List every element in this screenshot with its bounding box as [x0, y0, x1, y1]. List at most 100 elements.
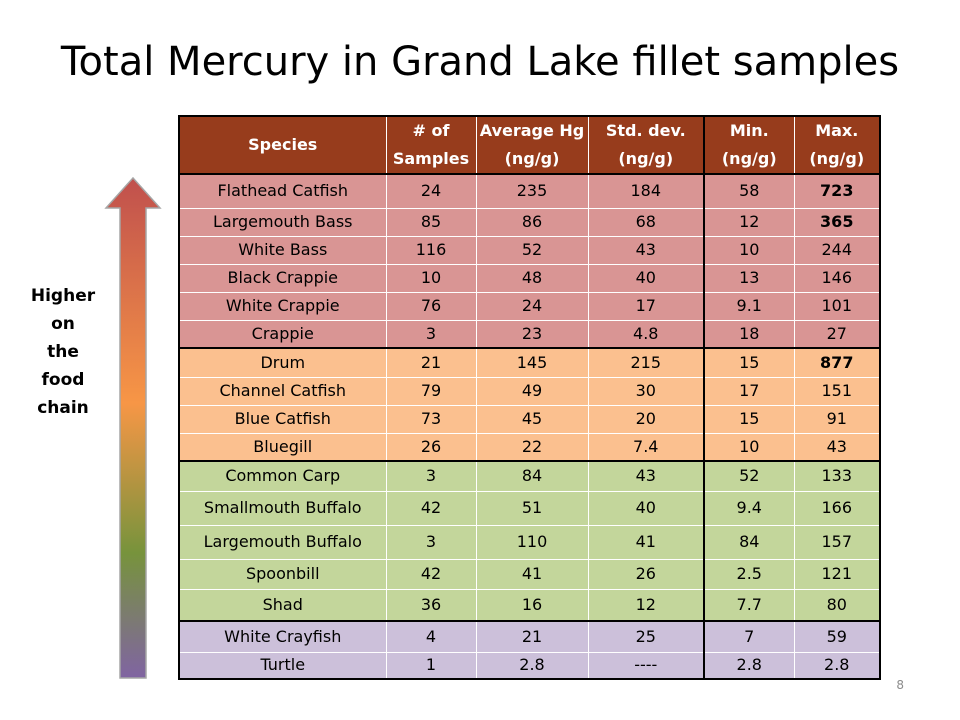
max-cell: 2.8 — [793, 651, 881, 680]
average-cell: 84 — [475, 460, 589, 492]
min-cell: 9.1 — [703, 291, 795, 321]
max-cell: 365 — [793, 207, 881, 237]
samples-cell: 116 — [385, 235, 477, 265]
samples-cell: 42 — [385, 558, 477, 590]
max-cell: 27 — [793, 319, 881, 349]
table-header-row: Species # of Samples Average Hg (ng/g) Std… — [178, 115, 881, 175]
col-header-min: Min. (ng/g) — [703, 115, 795, 175]
stddev-cell: 12 — [587, 588, 705, 622]
average-cell: 23 — [475, 319, 589, 349]
max-cell: 133 — [793, 460, 881, 492]
min-cell: 9.4 — [703, 490, 795, 526]
samples-cell: 21 — [385, 347, 477, 378]
food-chain-label-line: chain — [37, 398, 89, 418]
food-chain-label-line: the — [47, 342, 79, 362]
stddev-cell: 17 — [587, 291, 705, 321]
mercury-table: Species # of Samples Average Hg (ng/g) Std… — [178, 115, 881, 680]
samples-cell: 76 — [385, 291, 477, 321]
min-cell: 7.7 — [703, 588, 795, 622]
species-cell: Drum — [178, 347, 387, 378]
table-row: Channel Catfish 79 49 30 17 151 — [178, 376, 881, 406]
samples-cell: 42 — [385, 490, 477, 526]
min-cell: 18 — [703, 319, 795, 349]
samples-cell: 3 — [385, 524, 477, 560]
average-cell: 22 — [475, 432, 589, 462]
max-cell: 121 — [793, 558, 881, 590]
max-cell: 151 — [793, 376, 881, 406]
average-cell: 45 — [475, 404, 589, 434]
species-cell: Largemouth Buffalo — [178, 524, 387, 560]
table-row: White Crayfish 4 21 25 7 59 — [178, 620, 881, 653]
max-cell: 877 — [793, 347, 881, 378]
min-cell: 13 — [703, 263, 795, 293]
page-number: 8 — [896, 678, 904, 692]
col-header-species: Species — [178, 115, 387, 175]
table-row: Bluegill 26 22 7.4 10 43 — [178, 432, 881, 462]
col-header-max: Max. (ng/g) — [793, 115, 881, 175]
samples-cell: 24 — [385, 173, 477, 209]
stddev-cell: 40 — [587, 263, 705, 293]
food-chain-label-line: Higher — [30, 286, 96, 306]
samples-cell: 3 — [385, 460, 477, 492]
min-cell: 17 — [703, 376, 795, 406]
average-cell: 21 — [475, 620, 589, 653]
min-cell: 2.8 — [703, 651, 795, 680]
max-cell: 59 — [793, 620, 881, 653]
average-cell: 24 — [475, 291, 589, 321]
up-arrow-icon — [104, 176, 162, 679]
stddev-cell: ---- — [587, 651, 705, 680]
max-cell: 157 — [793, 524, 881, 560]
stddev-cell: 7.4 — [587, 432, 705, 462]
max-cell: 723 — [793, 173, 881, 209]
max-cell: 244 — [793, 235, 881, 265]
max-cell: 80 — [793, 588, 881, 622]
min-cell: 2.5 — [703, 558, 795, 590]
table-row: Common Carp 3 84 43 52 133 — [178, 460, 881, 492]
average-cell: 41 — [475, 558, 589, 590]
average-cell: 16 — [475, 588, 589, 622]
food-chain-label-line: food — [41, 370, 85, 390]
min-cell: 84 — [703, 524, 795, 560]
average-cell: 235 — [475, 173, 589, 209]
species-cell: Shad — [178, 588, 387, 622]
average-cell: 86 — [475, 207, 589, 237]
max-cell: 101 — [793, 291, 881, 321]
table-row: Shad 36 16 12 7.7 80 — [178, 588, 881, 622]
stddev-cell: 26 — [587, 558, 705, 590]
stddev-cell: 25 — [587, 620, 705, 653]
col-header-samples: # of Samples — [385, 115, 477, 175]
species-cell: Turtle — [178, 651, 387, 680]
min-cell: 15 — [703, 404, 795, 434]
average-cell: 51 — [475, 490, 589, 526]
food-chain-label-line: on — [51, 314, 75, 334]
average-cell: 52 — [475, 235, 589, 265]
average-cell: 49 — [475, 376, 589, 406]
stddev-cell: 30 — [587, 376, 705, 406]
table-row: Smallmouth Buffalo 42 51 40 9.4 166 — [178, 490, 881, 526]
table-row: Largemouth Buffalo 3 110 41 84 157 — [178, 524, 881, 560]
col-header-average: Average Hg (ng/g) — [475, 115, 589, 175]
table-row: Drum 21 145 215 15 877 — [178, 347, 881, 378]
average-cell: 2.8 — [475, 651, 589, 680]
species-cell: Crappie — [178, 319, 387, 349]
species-cell: Smallmouth Buffalo — [178, 490, 387, 526]
table-row: Crappie 3 23 4.8 18 27 — [178, 319, 881, 349]
food-chain-label: Higher on the food chain — [18, 282, 108, 422]
average-cell: 110 — [475, 524, 589, 560]
species-cell: Blue Catfish — [178, 404, 387, 434]
species-cell: Common Carp — [178, 460, 387, 492]
stddev-cell: 40 — [587, 490, 705, 526]
stddev-cell: 20 — [587, 404, 705, 434]
samples-cell: 73 — [385, 404, 477, 434]
min-cell: 52 — [703, 460, 795, 492]
min-cell: 58 — [703, 173, 795, 209]
samples-cell: 26 — [385, 432, 477, 462]
average-cell: 48 — [475, 263, 589, 293]
table-row: White Crappie 76 24 17 9.1 101 — [178, 291, 881, 321]
species-cell: Channel Catfish — [178, 376, 387, 406]
stddev-cell: 215 — [587, 347, 705, 378]
max-cell: 166 — [793, 490, 881, 526]
average-cell: 145 — [475, 347, 589, 378]
col-header-stddev: Std. dev. (ng/g) — [587, 115, 705, 175]
stddev-cell: 41 — [587, 524, 705, 560]
